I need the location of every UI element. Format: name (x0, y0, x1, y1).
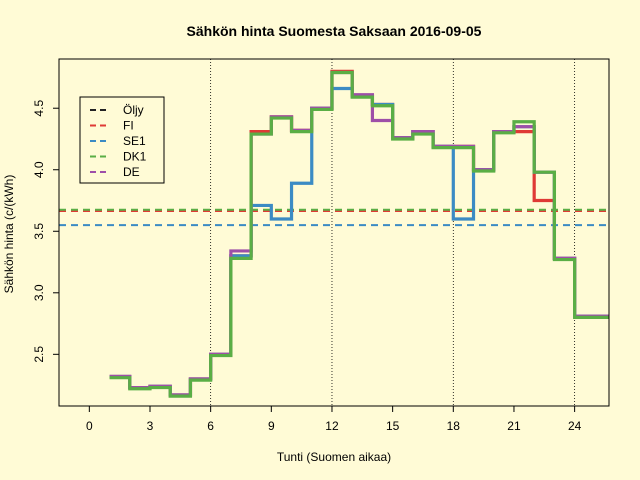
x-axis: 0 3 6 9 12 15 18 21 24 (86, 405, 582, 433)
y-tick-label: 4.5 (32, 100, 46, 117)
y-tick-label: 2.5 (32, 346, 46, 363)
legend-label: DK1 (123, 150, 147, 164)
legend-label: DE (123, 165, 140, 179)
x-tick-label: 6 (207, 419, 214, 433)
x-tick-label: 15 (386, 419, 400, 433)
x-tick-label: 21 (507, 419, 521, 433)
oil-price-lines (59, 208, 609, 227)
price-series (109, 69, 609, 398)
x-tick-label: 24 (568, 419, 582, 433)
legend-box (79, 96, 165, 184)
x-tick-label: 9 (268, 419, 275, 433)
x-tick-label: 12 (325, 419, 339, 433)
y-axis-label: Sähkön hinta (c/(kWh) (2, 175, 16, 294)
y-tick-label: 4.0 (32, 161, 46, 178)
legend-label: SE1 (123, 134, 146, 148)
x-axis-label: Tunti (Suomen aikaa) (277, 450, 391, 464)
series-line (109, 69, 609, 397)
series-line (109, 70, 609, 398)
x-tick-label: 3 (147, 419, 154, 433)
legend-label: FI (123, 119, 134, 133)
hour-guides (210, 59, 576, 406)
y-axis: 2.5 3.0 3.5 4.0 4.5 (32, 100, 59, 363)
x-tick-label: 0 (86, 419, 93, 433)
x-tick-label: 18 (447, 419, 461, 433)
legend-label: Öljy (123, 103, 144, 117)
chart-title: Sähkön hinta Suomesta Saksaan 2016-09-05 (187, 23, 482, 39)
y-tick-label: 3.5 (32, 223, 46, 240)
y-tick-label: 3.0 (32, 284, 46, 301)
